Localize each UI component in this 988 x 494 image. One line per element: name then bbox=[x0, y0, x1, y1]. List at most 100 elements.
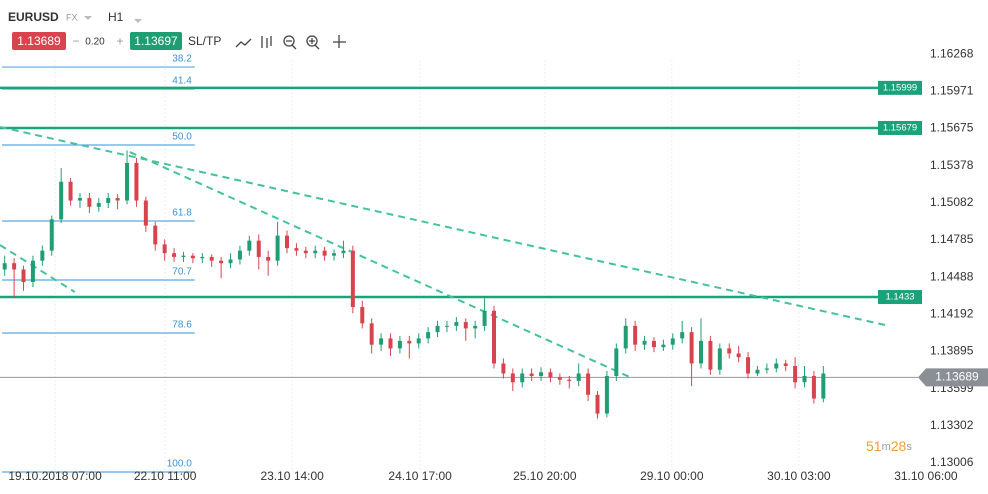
line-tool[interactable] bbox=[235, 38, 252, 48]
level-tag bbox=[878, 290, 922, 305]
fib-label: 41.4 bbox=[172, 76, 192, 87]
candle-body bbox=[228, 259, 233, 264]
ask-price[interactable]: 1.13697 bbox=[134, 34, 178, 48]
candle-body bbox=[755, 369, 760, 374]
buy-button[interactable] bbox=[130, 32, 182, 50]
fib-label: 70.7 bbox=[172, 267, 192, 278]
y-tick-label: 1.15082 bbox=[930, 195, 974, 209]
candle-body bbox=[87, 198, 92, 207]
spread: 0.20 bbox=[85, 37, 105, 48]
candle-body bbox=[689, 332, 694, 364]
candle-body bbox=[492, 310, 496, 364]
toolbar bbox=[235, 35, 346, 50]
x-tick-label: 23.10 14:00 bbox=[260, 469, 324, 483]
candle-body bbox=[633, 325, 638, 345]
trend-line bbox=[0, 244, 76, 293]
symbol[interactable]: EURUSD bbox=[8, 10, 59, 24]
candle-body bbox=[77, 198, 82, 201]
minus[interactable]: − bbox=[72, 34, 79, 48]
zoom-out[interactable] bbox=[283, 35, 295, 47]
candle-body bbox=[68, 181, 73, 201]
candle-body bbox=[341, 250, 346, 254]
move-tool[interactable] bbox=[333, 35, 346, 48]
sell-button[interactable] bbox=[12, 32, 66, 50]
candle-body bbox=[482, 310, 487, 326]
candle-body bbox=[567, 379, 572, 382]
candle-body bbox=[162, 244, 167, 254]
timeframe[interactable]: H1 bbox=[108, 10, 124, 24]
candle-body bbox=[332, 253, 337, 256]
candle-body bbox=[793, 365, 798, 383]
candle-body bbox=[510, 373, 515, 383]
candle-body bbox=[49, 219, 54, 251]
caret[interactable] bbox=[134, 19, 142, 23]
candle-body bbox=[2, 263, 7, 270]
y-tick-label: 1.14488 bbox=[930, 269, 974, 283]
candle-body bbox=[181, 255, 186, 257]
candle-body bbox=[708, 340, 713, 370]
candle-body bbox=[237, 250, 242, 260]
level-label: 1.15999 bbox=[883, 82, 917, 93]
candle-body bbox=[322, 250, 327, 256]
candle-body bbox=[190, 255, 195, 259]
candle-body bbox=[661, 344, 666, 348]
fib-label: 50.0 bbox=[172, 132, 192, 143]
y-tick-label: 1.13006 bbox=[930, 455, 974, 469]
candle-body bbox=[821, 373, 826, 399]
candle-body bbox=[444, 325, 449, 327]
current-price-label: 1.13689 bbox=[935, 370, 979, 384]
candle-body bbox=[614, 348, 619, 376]
candle-body bbox=[209, 256, 214, 261]
x-tick-label: 24.10 17:00 bbox=[388, 469, 452, 483]
x-tick-label: 29.10 00:00 bbox=[640, 469, 704, 483]
candle-body bbox=[736, 353, 741, 358]
x-tick-label: 22.10 11:00 bbox=[134, 469, 197, 483]
candle-body bbox=[172, 253, 177, 257]
y-tick-label: 1.14192 bbox=[930, 307, 974, 321]
candle-body bbox=[134, 162, 139, 201]
level-tag bbox=[878, 80, 922, 95]
candle-body bbox=[369, 323, 374, 345]
y-tick-label: 1.15675 bbox=[930, 121, 974, 135]
candle-body bbox=[360, 307, 365, 324]
trend-line bbox=[129, 151, 633, 379]
candle-body bbox=[379, 338, 384, 345]
candle-body bbox=[811, 376, 816, 399]
zoom-in[interactable] bbox=[306, 35, 318, 47]
candle-body bbox=[520, 373, 525, 383]
countdown-part: 51 bbox=[866, 438, 882, 454]
plus[interactable]: + bbox=[116, 34, 123, 48]
candle-body bbox=[96, 203, 101, 207]
candle-body bbox=[256, 240, 261, 257]
candle-body bbox=[143, 200, 148, 226]
countdown-part: 28 bbox=[891, 438, 907, 454]
y-tick-label: 1.15378 bbox=[930, 158, 974, 172]
candle-body bbox=[623, 325, 628, 349]
trend-line bbox=[0, 125, 886, 326]
x-tick-label: 31.10 06:00 bbox=[894, 469, 958, 483]
y-tick-label: 1.15971 bbox=[930, 84, 974, 98]
candle-body bbox=[397, 340, 402, 349]
sltp[interactable]: SL/TP bbox=[188, 34, 221, 48]
level-label: 1.1433 bbox=[885, 292, 914, 303]
candle-body bbox=[586, 373, 591, 395]
y-tick-label: 1.13302 bbox=[930, 418, 974, 432]
candle-body bbox=[125, 162, 130, 201]
candle-body bbox=[699, 340, 704, 364]
y-tick-label: 1.16268 bbox=[930, 46, 974, 60]
candle-body bbox=[435, 325, 440, 333]
bid-price[interactable]: 1.13689 bbox=[17, 34, 61, 48]
candle-body bbox=[407, 340, 412, 344]
plot bbox=[0, 60, 922, 473]
fib-label: 38.2 bbox=[172, 54, 192, 65]
caret[interactable] bbox=[84, 16, 92, 20]
candle-body bbox=[746, 357, 751, 374]
candle-body bbox=[59, 181, 64, 220]
candle-tool[interactable] bbox=[261, 36, 272, 48]
candle-body bbox=[219, 260, 224, 264]
countdown: 51m28s bbox=[866, 438, 912, 454]
candle-body bbox=[12, 263, 17, 270]
candle-body bbox=[21, 269, 26, 282]
candle-body bbox=[313, 250, 318, 254]
